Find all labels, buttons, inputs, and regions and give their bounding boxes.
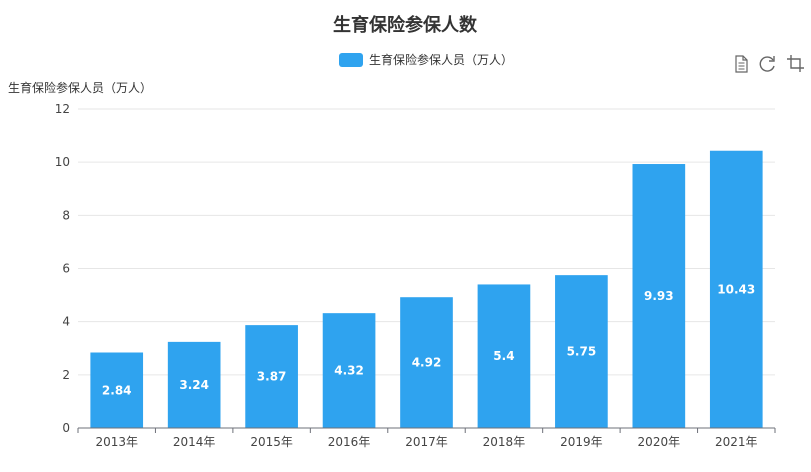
x-tick-label: 2014年 xyxy=(173,435,216,449)
y-tick-label: 10 xyxy=(55,155,70,169)
legend-swatch[interactable] xyxy=(339,53,363,67)
x-axis: 2013年 2014年 2015年 2016年 2017年 2018年 2019年 2020年… xyxy=(77,427,776,449)
legend[interactable]: 生育保险参保人员（万人） xyxy=(339,52,513,67)
chart-title: 生育保险参保人数 xyxy=(333,14,478,36)
bar xyxy=(167,341,221,428)
x-tick-label: 2015年 xyxy=(250,435,293,449)
bar xyxy=(90,352,144,428)
data-view-icon[interactable] xyxy=(735,55,748,73)
x-tick-label: 2021年 xyxy=(715,435,758,449)
y-tick-label: 12 xyxy=(55,102,70,116)
bar xyxy=(477,284,531,428)
y-tick-label: 6 xyxy=(62,262,70,276)
legend-label[interactable]: 生育保险参保人员（万人） xyxy=(369,52,513,67)
y-axis-label: 生育保险参保人员（万人） xyxy=(8,80,152,95)
bar xyxy=(709,150,763,428)
data-label: 5.4 xyxy=(493,349,514,363)
x-tick-label: 2020年 xyxy=(638,435,681,449)
data-label: 4.92 xyxy=(412,356,442,370)
data-label: 4.32 xyxy=(334,364,364,378)
y-tick-label: 0 xyxy=(62,421,70,435)
data-label: 5.75 xyxy=(567,345,597,359)
x-tick-label: 2019年 xyxy=(560,435,603,449)
x-tick-label: 2016年 xyxy=(328,435,371,449)
y-tick-label: 8 xyxy=(62,208,70,222)
data-label: 10.43 xyxy=(717,282,755,296)
x-tick-label: 2017年 xyxy=(405,435,448,449)
bar xyxy=(245,325,298,428)
bars: 2.84 3.24 3.87 4.32 4.92 5.4 5.75 9.93 10.43 xyxy=(90,150,763,428)
bar xyxy=(632,164,686,428)
toolbox[interactable] xyxy=(735,55,804,73)
x-tick-label: 2018年 xyxy=(483,435,526,449)
y-tick-label: 2 xyxy=(62,368,70,382)
y-axis-ticks: 0 2 4 6 8 10 12 xyxy=(55,102,70,435)
bar xyxy=(400,297,453,428)
data-label: 3.87 xyxy=(257,370,287,384)
data-label: 9.93 xyxy=(644,289,674,303)
bar xyxy=(322,313,376,428)
restore-icon[interactable] xyxy=(759,56,775,72)
x-tick-label: 2013年 xyxy=(95,435,138,449)
save-image-icon[interactable] xyxy=(787,55,804,72)
data-label: 3.24 xyxy=(179,378,209,392)
data-label: 2.84 xyxy=(102,383,132,397)
y-tick-label: 4 xyxy=(62,315,70,329)
bar xyxy=(555,275,608,428)
